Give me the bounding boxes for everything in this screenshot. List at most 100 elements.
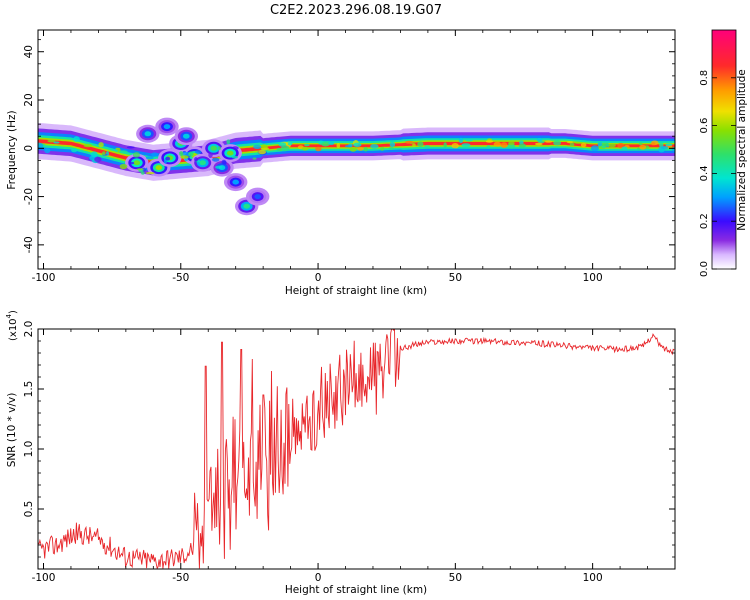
y-tick-label: 2.0	[23, 321, 35, 338]
snr-plot	[38, 329, 675, 569]
speckle	[226, 139, 231, 145]
speckle	[417, 141, 424, 147]
snr-y-ticks: 0.5 1.0 1.5 2.0	[23, 321, 675, 558]
speckle	[182, 151, 191, 157]
x-tick-label: 50	[449, 572, 462, 584]
speckle	[545, 140, 553, 143]
x-tick-label: 100	[583, 272, 603, 284]
speckle	[536, 138, 543, 142]
snr-y-multiplier: (x104)	[5, 310, 19, 341]
speckle	[665, 143, 673, 146]
speckle	[83, 143, 93, 148]
spectral-blob	[125, 153, 149, 172]
x-tick-label: -100	[32, 572, 56, 584]
speckle	[212, 157, 220, 162]
speckle	[276, 147, 282, 151]
speckle	[553, 140, 561, 146]
spectrogram-x-label: Height of straight line (km)	[285, 285, 427, 297]
figure-title: C2E2.2023.296.08.19.G07	[270, 3, 442, 18]
speckle	[580, 142, 587, 148]
speckle	[370, 144, 379, 149]
speckle	[518, 143, 526, 148]
speckle	[458, 137, 464, 143]
speckle	[132, 152, 140, 158]
speckle	[388, 147, 394, 150]
y-tick-label: -20	[23, 188, 35, 205]
snr-multiplier-exp: 4	[5, 313, 13, 318]
speckle	[535, 142, 543, 146]
speckle	[129, 161, 135, 165]
snr-multiplier-close: )	[8, 310, 19, 314]
speckle	[71, 148, 78, 153]
colorbar-tick-label: 0.6	[699, 118, 710, 134]
speckle	[151, 152, 159, 157]
speckle	[180, 155, 189, 159]
spectrogram-x-ticks: -100 -50 0 50 100	[32, 30, 676, 284]
y-tick-label: 40	[23, 45, 35, 58]
speckle	[405, 140, 414, 144]
speckle	[165, 156, 171, 161]
speckle	[566, 141, 574, 144]
speckle	[451, 143, 459, 149]
speckle	[639, 144, 647, 150]
speckle	[119, 150, 128, 154]
speckle	[253, 144, 262, 149]
speckle	[601, 142, 610, 147]
speckle	[424, 145, 431, 148]
colorbar-tick-label: 0.8	[699, 70, 710, 86]
x-tick-label: 100	[583, 572, 603, 584]
spectrogram-y-label: Frequency (Hz)	[6, 110, 18, 189]
colorbar-label: Normalized spectral amplitude	[736, 69, 748, 230]
speckle	[136, 168, 144, 171]
speckle	[486, 145, 491, 149]
speckle	[315, 146, 322, 152]
speckle	[280, 145, 290, 152]
speckle	[102, 151, 106, 155]
speckle	[485, 140, 493, 143]
snr-frame	[37, 328, 676, 570]
speckle	[621, 146, 628, 151]
speckle	[336, 143, 341, 149]
y-tick-label: 20	[23, 93, 35, 106]
speckle	[493, 141, 501, 147]
spectral-blob	[174, 127, 198, 146]
colorbar-tick-label: 0.2	[699, 213, 710, 229]
speckle	[217, 146, 221, 151]
speckle	[590, 145, 599, 152]
speckle	[389, 141, 396, 148]
speckle	[500, 142, 508, 149]
x-tick-label: 50	[449, 272, 462, 284]
speckle	[44, 148, 51, 154]
spectral-blob	[224, 173, 248, 192]
speckle	[412, 143, 416, 148]
speckle	[443, 142, 447, 148]
speckle	[194, 157, 198, 162]
speckle	[651, 142, 656, 146]
speckle	[304, 143, 310, 147]
speckle	[53, 141, 60, 144]
speckle	[231, 155, 238, 159]
speckle	[638, 142, 643, 146]
speckle	[252, 157, 257, 160]
speckle	[357, 147, 364, 151]
speckle	[261, 147, 270, 151]
speckle	[465, 139, 474, 142]
x-tick-label: 0	[315, 572, 322, 584]
speckle	[519, 140, 524, 145]
x-tick-label: -50	[172, 572, 189, 584]
speckle	[194, 150, 202, 154]
speckle	[98, 142, 104, 148]
speckle	[344, 145, 352, 148]
speckle	[349, 146, 357, 152]
colorbar-tick-label: 0.4	[699, 165, 710, 181]
snr-y-label: SNR (10 * v/v)	[6, 393, 18, 468]
spectrogram-y-ticks: -40 -20 0 20 40	[23, 39, 675, 258]
speckle	[597, 142, 603, 147]
x-tick-label: -50	[172, 272, 189, 284]
speckle	[461, 143, 471, 148]
x-tick-label: -100	[32, 272, 56, 284]
speckle	[90, 151, 98, 158]
speckle	[221, 159, 227, 165]
speckle	[363, 146, 368, 152]
